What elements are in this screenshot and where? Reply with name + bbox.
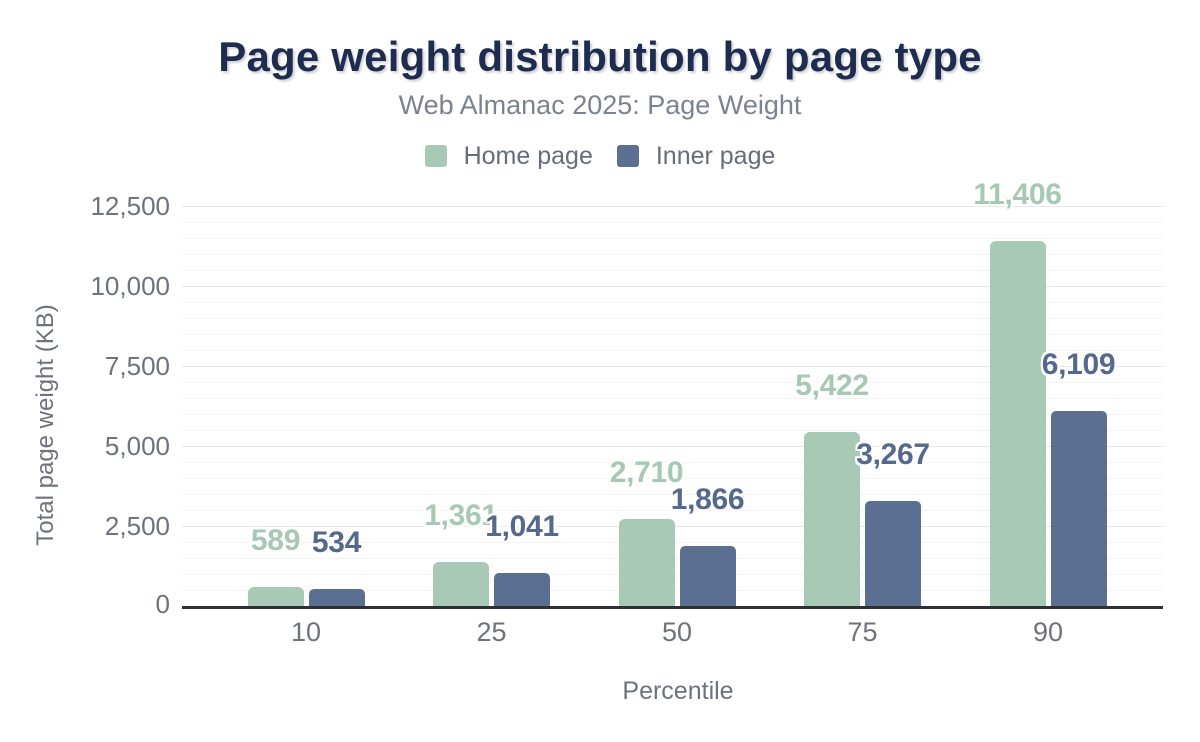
value-label-inner-p90: 6,109 (1041, 347, 1116, 381)
value-label-home-p25: 1,361 (424, 499, 498, 533)
y-tick-label: 7,500 (104, 351, 170, 381)
minor-gridline (182, 461, 1163, 463)
value-label-inner-p25: 1,041 (485, 509, 559, 543)
major-gridline (182, 365, 1163, 367)
y-tick-label: 5,000 (104, 431, 170, 461)
minor-gridline (182, 477, 1163, 479)
minor-gridline (182, 493, 1163, 495)
x-tick-label: 10 (290, 617, 322, 647)
x-tick-label: 50 (661, 617, 693, 647)
minor-gridline (182, 429, 1163, 431)
y-tick-label: 2,500 (104, 511, 170, 541)
legend-label-home: Home page (463, 141, 593, 170)
bar-home-p50[interactable] (618, 519, 675, 606)
bar-home-p25[interactable] (433, 562, 489, 606)
legend-item-home-page[interactable]: Home page (424, 141, 593, 171)
minor-gridline (182, 349, 1163, 351)
minor-gridline (182, 269, 1163, 271)
value-label-home-p50: 2,710 (609, 456, 684, 490)
bar-home-p10[interactable] (247, 587, 304, 606)
major-gridline (182, 205, 1163, 207)
minor-gridline (182, 317, 1163, 319)
chart-title: Page weight distribution by page type (218, 33, 982, 80)
y-tick-label: 12,500 (90, 191, 170, 221)
value-label-inner-p50: 1,866 (670, 483, 745, 517)
minor-gridline (182, 333, 1163, 335)
bar-inner-p10[interactable] (308, 588, 365, 606)
x-tick-label: 90 (1032, 617, 1064, 647)
bar-home-p75[interactable] (804, 432, 860, 606)
minor-gridline (182, 509, 1163, 511)
value-label-inner-p10: 534 (311, 525, 362, 559)
bar-inner-p50[interactable] (679, 546, 736, 606)
value-label-home-p90: 11,406 (973, 178, 1062, 211)
minor-gridline (182, 413, 1163, 415)
bar-inner-p90[interactable] (1050, 410, 1107, 606)
x-axis-line (182, 606, 1163, 609)
x-tick-label: 25 (476, 617, 507, 647)
value-label-home-p75: 5,422 (795, 369, 869, 403)
bar-home-p90[interactable] (989, 241, 1046, 606)
legend-item-inner-page[interactable]: Inner page (616, 141, 776, 171)
x-axis-title: Percentile (622, 677, 734, 705)
chart-subtitle: Web Almanac 2025: Page Weight (398, 90, 802, 120)
x-tick-label: 75 (847, 617, 878, 647)
y-tick-label: 10,000 (90, 271, 170, 301)
legend-swatch-home-icon (424, 145, 447, 167)
minor-gridline (182, 253, 1163, 255)
y-tick-label: 0 (155, 589, 170, 619)
legend: Home page Inner page (0, 141, 1200, 171)
value-label-inner-p75: 3,267 (856, 438, 930, 472)
legend-label-inner: Inner page (655, 141, 776, 170)
minor-gridline (182, 381, 1163, 383)
minor-gridline (182, 221, 1163, 223)
major-gridline (182, 445, 1163, 447)
bar-inner-p25[interactable] (494, 572, 550, 606)
minor-gridline (182, 397, 1163, 399)
minor-gridline (182, 301, 1163, 303)
bar-inner-p75[interactable] (865, 501, 921, 606)
minor-gridline (182, 237, 1163, 239)
legend-swatch-inner-icon (616, 145, 639, 167)
major-gridline (182, 285, 1163, 287)
value-label-home-p10: 589 (250, 524, 301, 558)
